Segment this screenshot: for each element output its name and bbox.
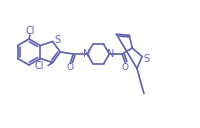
Text: Cl: Cl bbox=[25, 26, 35, 36]
Text: N: N bbox=[106, 49, 113, 59]
Text: N: N bbox=[82, 49, 90, 59]
Text: Cl: Cl bbox=[34, 61, 43, 71]
Text: S: S bbox=[54, 35, 60, 45]
Text: O: O bbox=[66, 62, 73, 72]
Text: O: O bbox=[121, 62, 128, 72]
Text: S: S bbox=[142, 54, 148, 63]
